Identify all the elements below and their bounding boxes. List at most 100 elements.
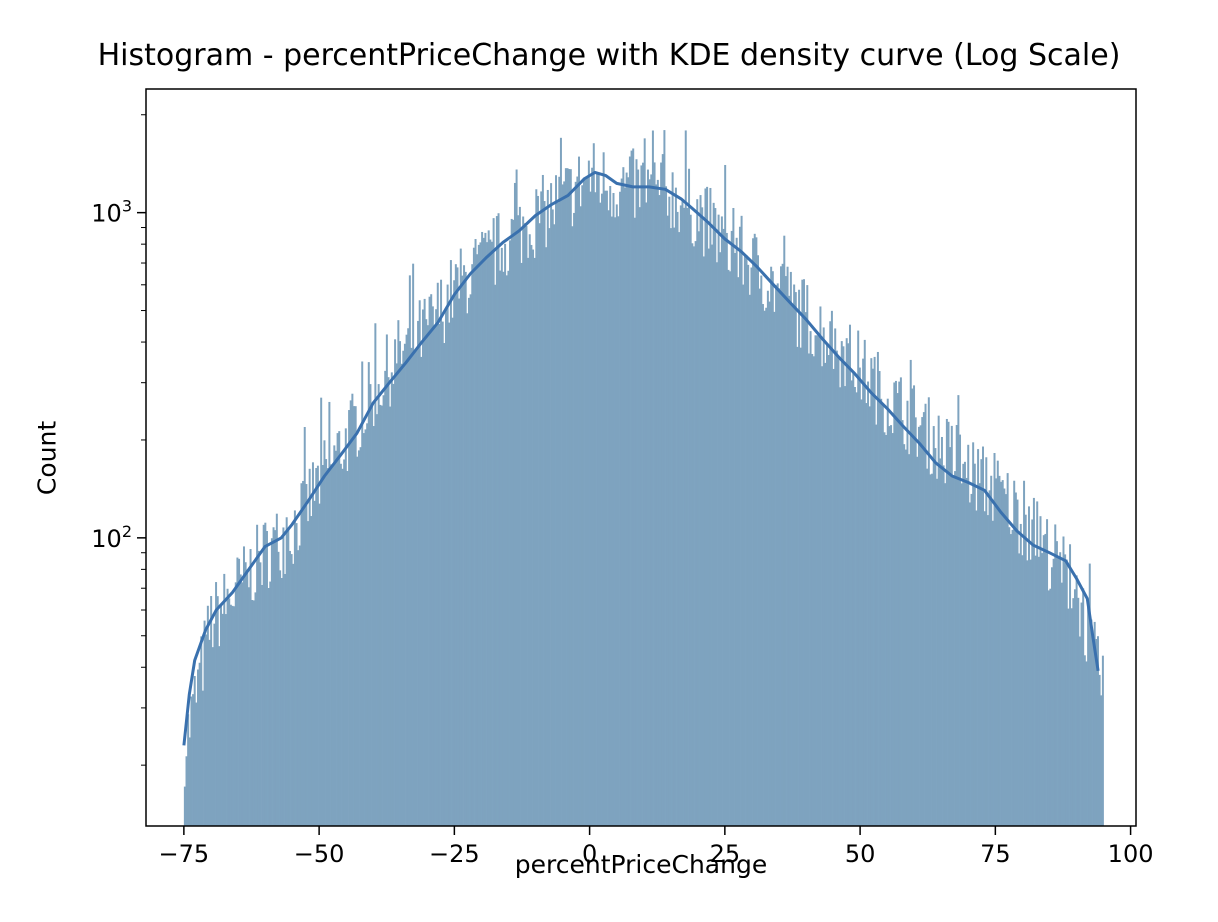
histogram-bar <box>412 263 415 826</box>
histogram-bar <box>809 331 812 826</box>
histogram-bar <box>487 230 490 826</box>
histogram-bar <box>256 524 259 826</box>
histogram-bar <box>699 195 702 826</box>
histogram-bar <box>415 350 418 826</box>
histogram-bar <box>581 185 584 826</box>
histogram-bar <box>1006 473 1009 826</box>
histogram-bar <box>1046 519 1049 826</box>
histogram-bar <box>765 307 768 826</box>
x-tick-label: 75 <box>980 840 1011 868</box>
histogram-bar <box>921 417 924 826</box>
histogram-bar <box>311 462 314 826</box>
histogram-bar <box>604 190 607 827</box>
plot-frame <box>145 88 1137 827</box>
histogram-bar <box>998 475 1001 826</box>
histogram-bar <box>786 266 789 827</box>
x-axis: −75 −50 −25 0 25 50 75 100 <box>159 826 1153 868</box>
histogram-bar <box>507 270 510 826</box>
histogram-bar <box>385 334 388 826</box>
histogram-bar <box>399 341 401 826</box>
histogram-bar <box>826 343 828 826</box>
histogram-bar <box>555 175 558 826</box>
histogram-bar <box>1050 567 1053 826</box>
histogram-bar <box>464 271 467 826</box>
histogram-bar <box>753 233 756 826</box>
histogram-bars <box>183 130 1104 827</box>
histogram-bar <box>804 312 807 826</box>
histogram-bar <box>246 569 249 826</box>
histogram-bar <box>201 690 204 826</box>
histogram-bar <box>241 582 244 826</box>
histogram-bar <box>305 484 308 826</box>
x-tick-label: 50 <box>845 840 876 868</box>
histogram-bar <box>563 181 566 826</box>
histogram-bar <box>954 471 957 826</box>
histogram-bar <box>1087 607 1090 826</box>
histogram-bar <box>689 214 692 827</box>
histogram-bar <box>798 289 801 826</box>
histogram-bar <box>852 372 855 826</box>
histogram-bar <box>837 355 840 826</box>
histogram-bar <box>261 584 264 826</box>
histogram-bar <box>251 599 254 826</box>
histogram-bar <box>418 300 421 826</box>
histogram-bar <box>899 377 902 826</box>
histogram-bar <box>504 243 507 827</box>
histogram-bar <box>996 460 999 826</box>
histogram-bar <box>407 328 410 826</box>
histogram-bar <box>221 613 224 826</box>
histogram-bar <box>791 305 794 826</box>
histogram-bar <box>628 156 631 826</box>
histogram-bar <box>229 604 232 826</box>
histogram-bar <box>405 334 408 826</box>
histogram-bar <box>963 461 966 826</box>
histogram-bar <box>776 283 779 826</box>
histogram-bar <box>839 387 842 826</box>
histogram-bar <box>686 207 689 827</box>
histogram-bar <box>436 282 439 826</box>
histogram-bar <box>471 264 474 826</box>
histogram-bar <box>1005 494 1007 826</box>
histogram-bar <box>361 361 364 826</box>
x-tick-label: −75 <box>159 840 210 868</box>
histogram-bar <box>257 550 260 826</box>
histogram-bar <box>1019 523 1022 826</box>
histogram-bar <box>310 516 313 826</box>
histogram-bar <box>264 522 267 826</box>
histogram-bar <box>428 296 431 826</box>
histogram-bar <box>871 368 874 826</box>
histogram-bar <box>816 335 819 826</box>
histogram-bar <box>993 453 996 826</box>
histogram-bar <box>991 520 994 826</box>
histogram-bar <box>867 381 870 826</box>
histogram-bar <box>438 323 441 826</box>
histogram-bar <box>458 298 461 826</box>
histogram-bar <box>965 477 968 826</box>
histogram-bar <box>592 143 595 827</box>
histogram-bar <box>740 215 743 827</box>
histogram-bar <box>387 377 390 826</box>
histogram-bar <box>599 202 602 826</box>
histogram-bar <box>461 275 464 827</box>
histogram-bar <box>569 169 572 826</box>
histogram-bar <box>1093 621 1096 826</box>
histogram-bar <box>553 224 556 827</box>
histogram-bar <box>653 162 656 827</box>
histogram-bar <box>934 448 937 826</box>
histogram-bar <box>313 500 316 826</box>
histogram-bar <box>1069 544 1072 826</box>
histogram-bar <box>794 292 797 827</box>
histogram-bar <box>267 588 270 826</box>
histogram-bar <box>545 247 548 827</box>
histogram-bar <box>295 523 298 826</box>
histogram-bar <box>1072 598 1075 826</box>
histogram-bar <box>896 393 899 826</box>
histogram-bar <box>645 202 648 826</box>
histogram-bar <box>622 167 625 827</box>
histogram-bar <box>525 225 528 827</box>
histogram-bar <box>924 403 927 826</box>
histogram-bar <box>977 449 980 826</box>
histogram-bar <box>490 241 493 826</box>
histogram-bar <box>968 502 971 826</box>
